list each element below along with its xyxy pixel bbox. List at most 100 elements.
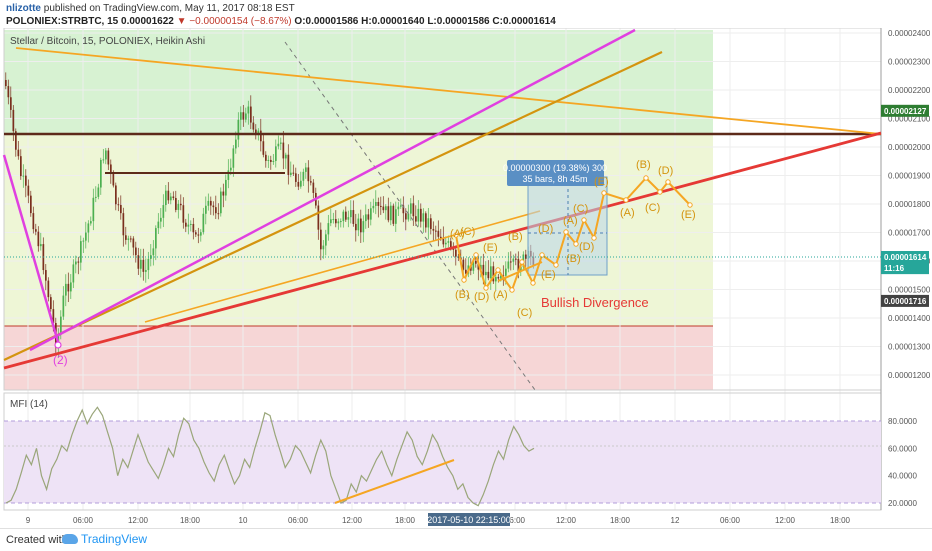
candle-body (325, 234, 327, 246)
candle-body (302, 171, 305, 181)
candle-body (220, 191, 222, 214)
wave-label: (E) (681, 209, 696, 221)
candle-body (255, 129, 257, 135)
candle-body (340, 221, 342, 223)
candle-body (420, 208, 422, 222)
candle-body (317, 205, 320, 230)
time-axis: 9 06:00 12:00 18:00 10 06:00 12:00 18:00 06:00 12… (26, 516, 851, 525)
candle-body (295, 173, 297, 182)
wave-label: (B) (636, 159, 651, 171)
candle-body (225, 179, 227, 196)
candle-body (235, 139, 237, 149)
wave-label: (D) (658, 165, 673, 177)
candle-body (512, 258, 515, 262)
candle-body (97, 187, 100, 197)
candle-body (137, 255, 140, 269)
candle-body (22, 175, 25, 177)
chart-title: Stellar / Bitcoin, 15, POLONIEX, Heikin … (10, 36, 205, 47)
candle-body (135, 247, 137, 256)
candle-body (280, 142, 282, 144)
candle-body (425, 213, 427, 228)
wave-point (601, 190, 607, 196)
candle-body (190, 223, 192, 225)
candle-body (395, 209, 397, 224)
candle-body (147, 258, 150, 271)
candle-body (367, 214, 370, 220)
candle-body (162, 205, 165, 218)
candle-body (365, 214, 367, 222)
candle-body (372, 205, 375, 209)
candle-body (392, 205, 395, 224)
mfi-band (4, 421, 881, 503)
red-support-line (3, 131, 882, 370)
wave-point (495, 267, 501, 273)
candle-body (422, 213, 425, 222)
price-chart[interactable]: (2) 0.00000300 (19.38%) 300 35 bars, 8h … (0, 28, 932, 528)
candle-body (487, 271, 490, 279)
candle-body (370, 208, 372, 220)
candle-body (477, 263, 480, 270)
candle-body (312, 182, 315, 193)
orange-channel-line (3, 51, 663, 361)
author-link[interactable]: nlizotte (6, 3, 41, 14)
candle-body (407, 213, 410, 220)
symbol-label: POLONIEX:STRBTC, 15 (6, 16, 119, 27)
wave-point (665, 179, 671, 185)
candle-body (455, 249, 457, 257)
candle-body (87, 223, 90, 233)
candle-body (75, 261, 77, 265)
candle-body (205, 205, 207, 214)
candle-body (390, 205, 392, 221)
candle-body (167, 190, 170, 201)
candle-body (362, 221, 365, 233)
candle-body (427, 218, 430, 228)
footer: Created with TradingView (0, 528, 932, 551)
price-tick-label: 0.00002200 (888, 86, 931, 95)
candle-body (475, 260, 477, 264)
candle-body (525, 254, 527, 259)
candle-body (12, 109, 15, 132)
wave-point (573, 241, 579, 247)
candle-body (45, 270, 47, 281)
time-tick-label: 10 (239, 516, 248, 525)
candle-body (197, 234, 200, 236)
candle-body (102, 159, 105, 161)
falling-trend-line (15, 47, 882, 135)
wave-label: (A) (620, 207, 635, 219)
candle-body (272, 160, 275, 162)
candle-body (82, 240, 85, 242)
candle-body (277, 143, 280, 147)
candle-body (385, 206, 387, 211)
candle-body (382, 206, 385, 211)
candle-body (32, 213, 35, 230)
candle-body (180, 203, 182, 206)
magenta-trend-line (29, 28, 636, 352)
candle-body (495, 276, 497, 282)
candle-body (260, 130, 262, 142)
time-tick-label: 06:00 (720, 516, 741, 525)
candle-body (337, 221, 340, 224)
candle-body (275, 146, 277, 161)
wave-point (563, 229, 569, 235)
candle-body (347, 217, 350, 220)
wave-2-label: (2) (53, 353, 68, 367)
candle-body (352, 210, 355, 224)
time-tick-label: 12 (671, 516, 680, 525)
candle-body (310, 181, 312, 183)
wave-label: (A) (450, 228, 465, 240)
candle-body (222, 191, 225, 196)
mfi-tick-label: 20.0000 (888, 499, 917, 508)
mfi-tick-label: 60.0000 (888, 444, 917, 453)
candle-body (505, 268, 507, 276)
red-zone (4, 326, 713, 390)
candle-body (70, 282, 72, 292)
candle-body (52, 309, 55, 324)
wave-label: (A) (493, 289, 508, 301)
wave-label: (E) (594, 176, 609, 188)
tradingview-brand[interactable]: TradingView (62, 532, 147, 546)
wave-label: (D) (538, 223, 553, 235)
time-cursor-label: 2017-05-10 22:15:00 (427, 515, 511, 525)
wave-label: (D) (474, 291, 489, 303)
candle-body (177, 203, 180, 210)
price-axis: 0.00002400 0.00002300 0.00002200 0.00002100… (888, 29, 931, 380)
